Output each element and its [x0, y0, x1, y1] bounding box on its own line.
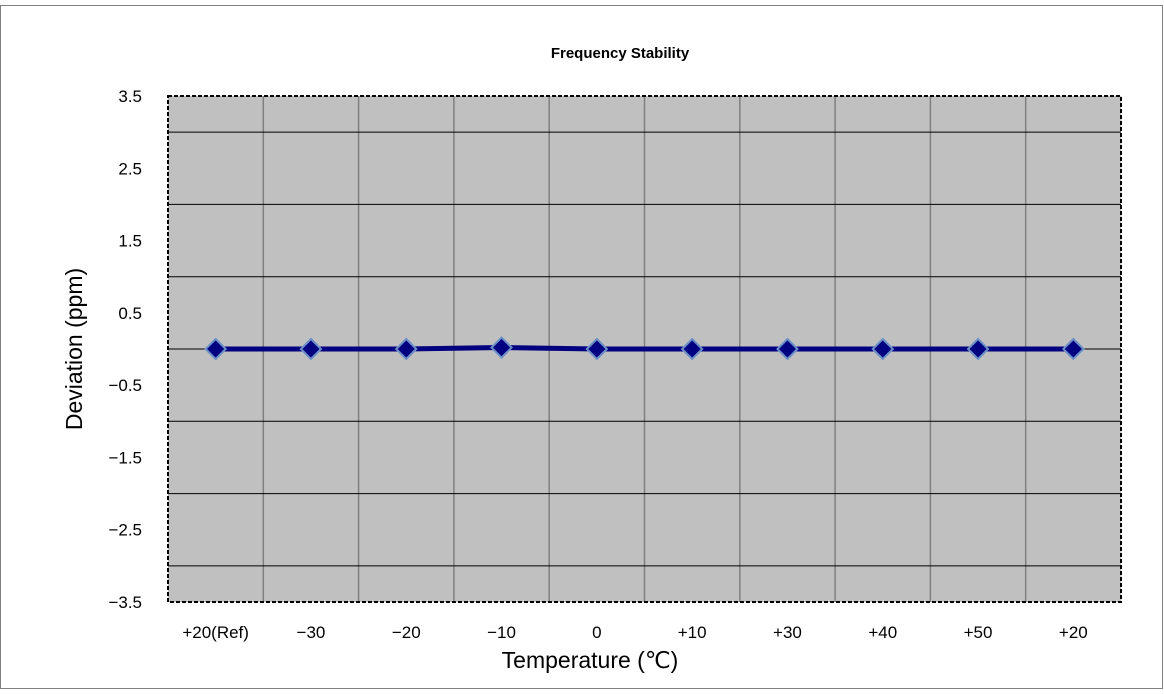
data-point-diamond-icon — [299, 337, 323, 361]
y-tick-label: −1.5 — [108, 448, 142, 467]
y-tick-label: 2.5 — [118, 159, 142, 178]
x-axis-tick-labels: +20(Ref) −30 −20 −10 0 +10 +30 +40 +50 +20 — [182, 623, 1087, 642]
data-point-diamond-icon — [776, 337, 799, 361]
y-tick-label: −3.5 — [108, 593, 142, 612]
y-axis-title: Deviation (ppm) — [61, 268, 87, 430]
data-point-diamond-icon — [680, 337, 704, 361]
x-tick-label: +20 — [1059, 623, 1088, 642]
data-point-diamond-icon — [204, 337, 228, 361]
series-line — [215, 345, 1074, 352]
data-point-diamond-icon — [1061, 337, 1085, 361]
x-tick-label: 0 — [592, 623, 601, 642]
data-point-diamond-icon — [394, 337, 418, 361]
x-tick-label: +50 — [964, 623, 993, 642]
data-point-diamond-icon — [966, 337, 990, 361]
y-tick-label: −2.5 — [108, 521, 142, 540]
y-tick-label: 3.5 — [118, 87, 142, 106]
x-tick-label: −10 — [487, 623, 516, 642]
x-axis-title: Temperature (℃) — [502, 647, 679, 673]
x-tick-label: +20(Ref) — [182, 623, 249, 642]
x-tick-label: −20 — [392, 623, 421, 642]
data-point-diamond-icon — [490, 336, 513, 359]
x-tick-label: +10 — [678, 623, 707, 642]
plot-border — [167, 95, 1122, 603]
x-tick-label: +40 — [868, 623, 897, 642]
y-axis-tick-labels: 3.5 2.5 1.5 0.5 −0.5 −1.5 −2.5 −3.5 — [108, 87, 142, 612]
x-tick-label: −30 — [297, 623, 326, 642]
series-group — [204, 336, 1085, 361]
y-tick-label: −0.5 — [108, 376, 142, 395]
y-tick-label: 0.5 — [118, 304, 142, 323]
x-tick-label: +30 — [773, 623, 802, 642]
y-tick-label: 1.5 — [118, 232, 142, 251]
chart-title: Frequency Stability — [551, 45, 690, 62]
data-point-diamond-icon — [871, 337, 895, 361]
data-point-diamond-icon — [585, 337, 609, 361]
